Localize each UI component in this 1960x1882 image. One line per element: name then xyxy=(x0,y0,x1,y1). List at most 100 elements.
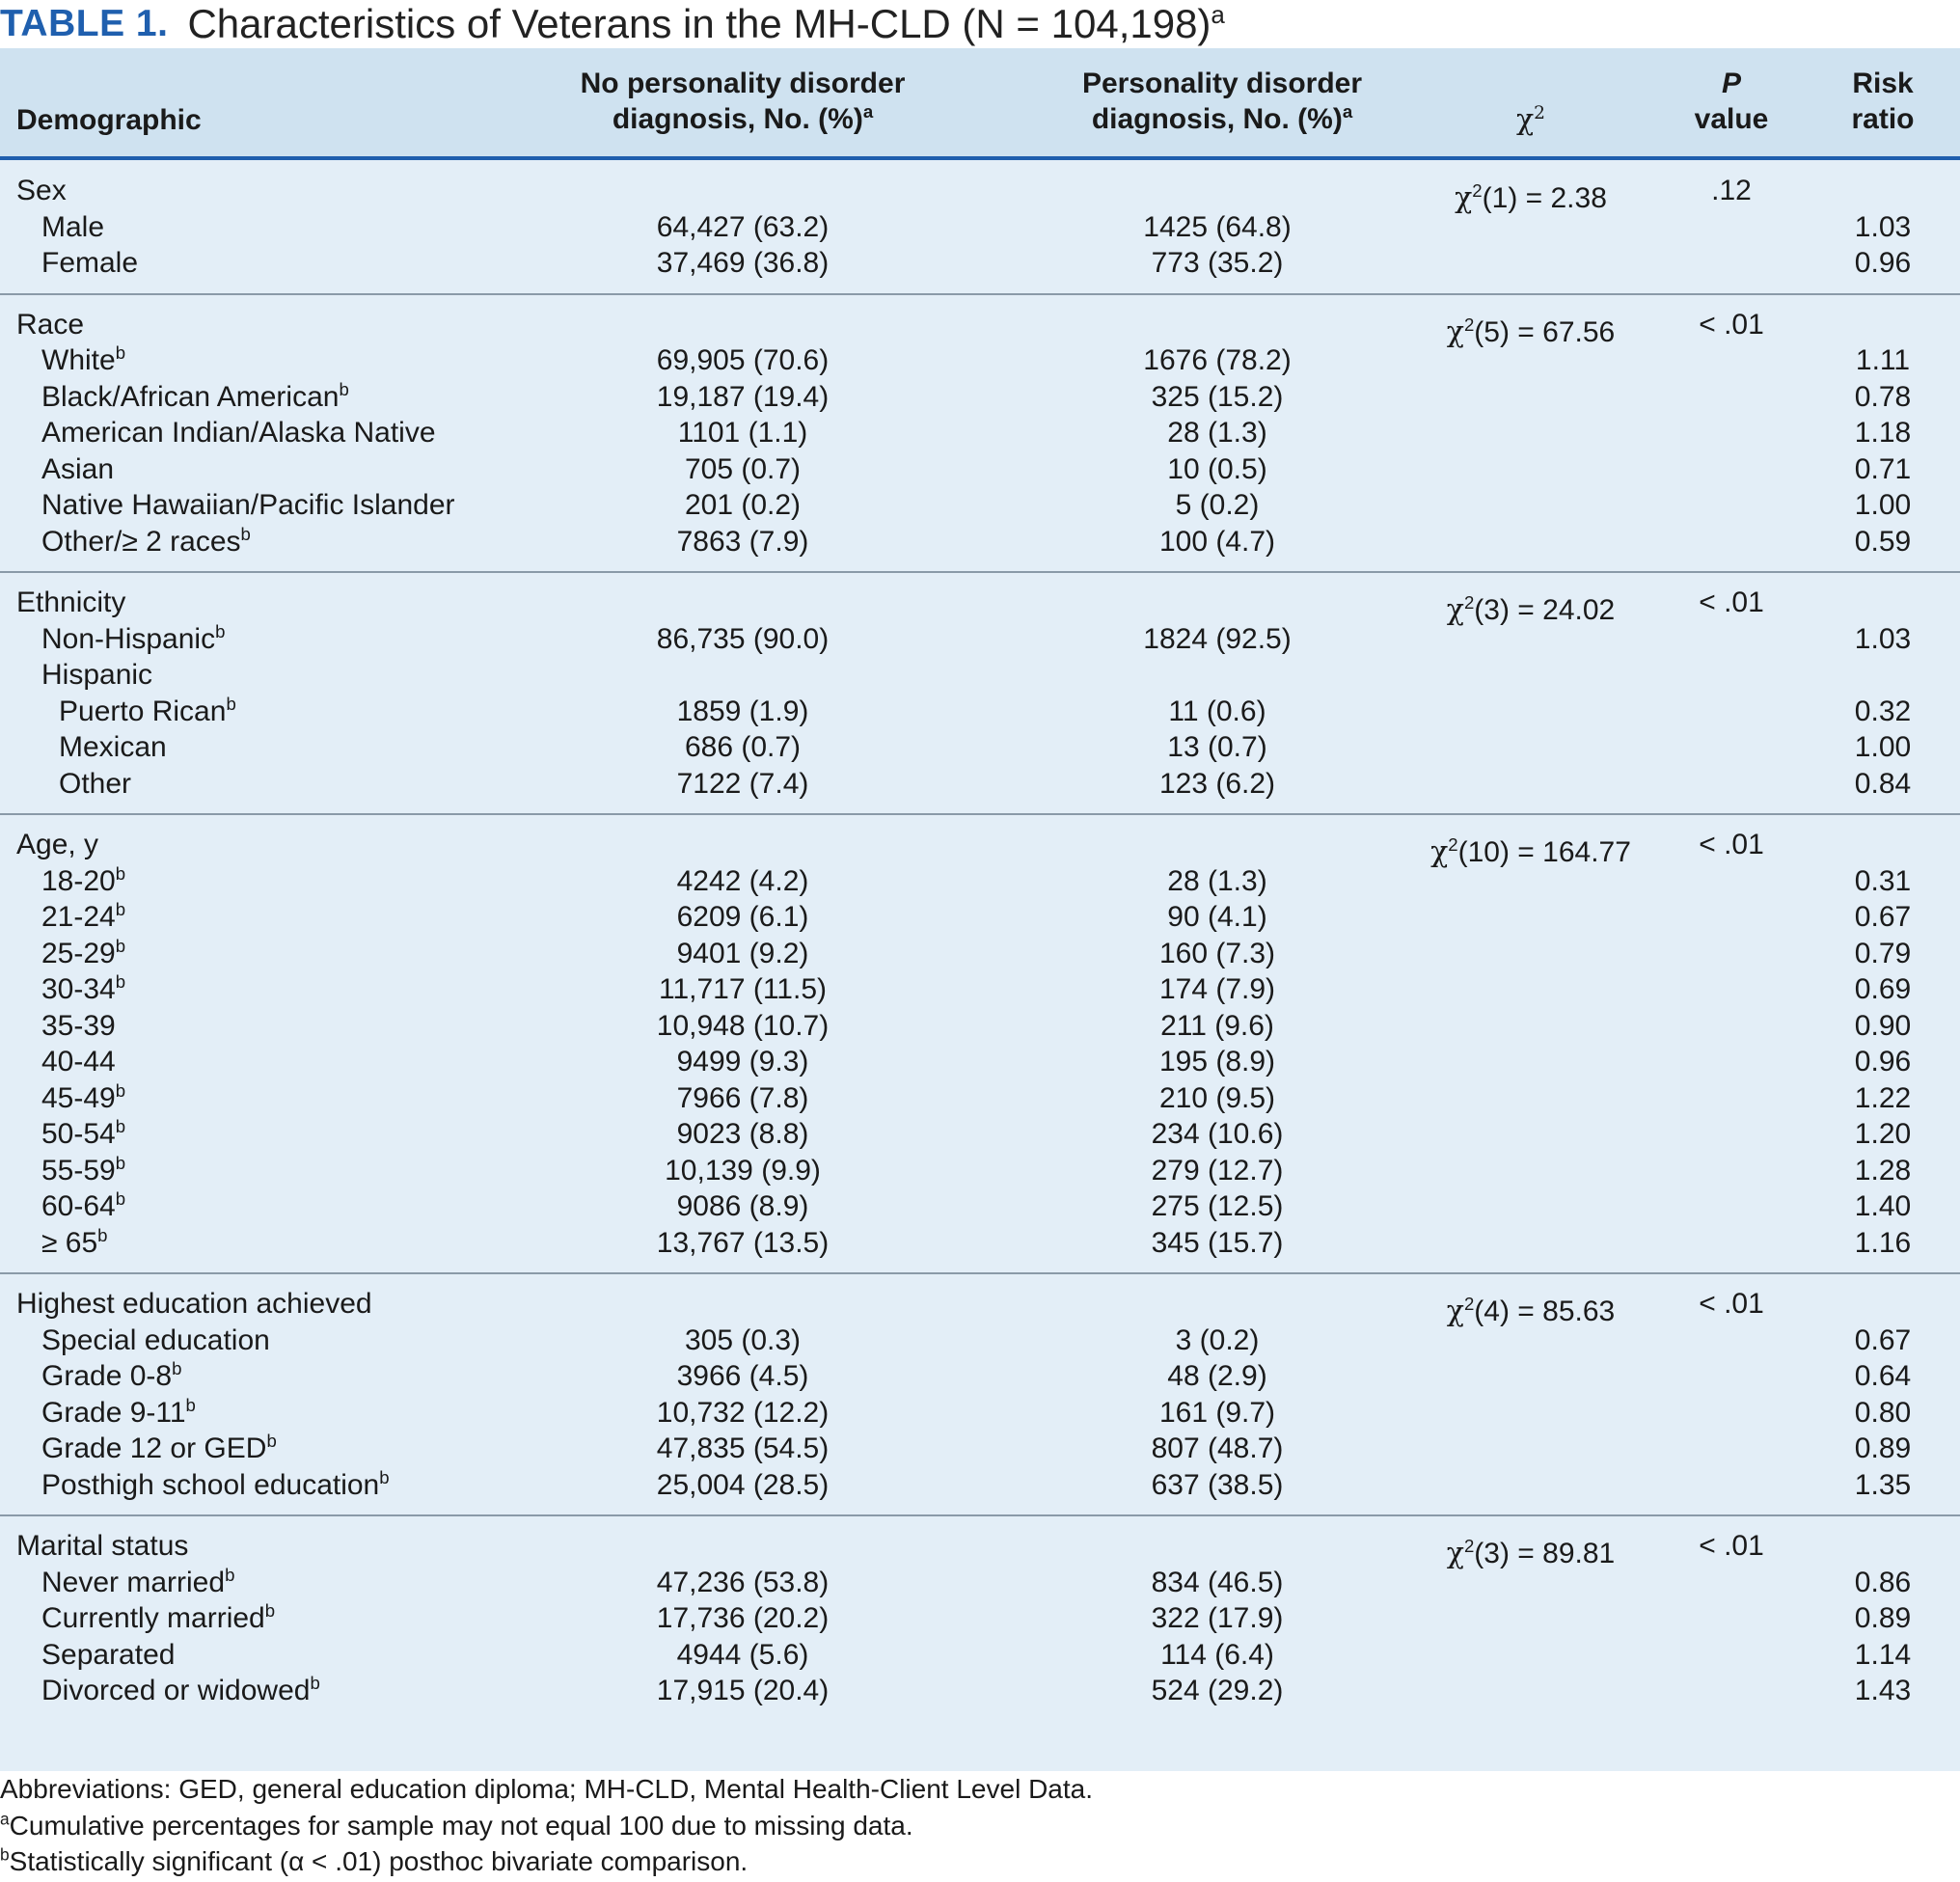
row-footnote-marker: b xyxy=(115,935,126,956)
row-footnote-marker: b xyxy=(339,378,349,399)
row-label-text: Grade 9-11 xyxy=(41,1396,186,1429)
section-title: Marital status xyxy=(16,1530,189,1562)
pd-value: 211 (9.6) xyxy=(1160,1009,1274,1042)
row-label-text: Non-Hispanic xyxy=(41,622,216,655)
pd-value: 279 (12.7) xyxy=(1151,1154,1284,1186)
footnote-b-text: Statistically significant (α < .01) post… xyxy=(9,1846,749,1876)
characteristics-table: Demographic No personality disorder diag… xyxy=(0,48,1960,1771)
header-pd-line2: diagnosis, No. (%)a xyxy=(1048,101,1396,137)
p-value: < .01 xyxy=(1699,308,1764,341)
no-pd-value: 9023 (8.8) xyxy=(676,1118,809,1150)
pd-value: 195 (8.9) xyxy=(1158,1046,1276,1077)
risk-ratio-value: 0.90 xyxy=(1854,1009,1912,1042)
row-label: 45-49b xyxy=(41,1080,125,1117)
section-title: Highest education achieved xyxy=(16,1288,372,1320)
pd-value: 161 (9.7) xyxy=(1158,1396,1276,1429)
row-label: 50-54b xyxy=(41,1116,125,1153)
table-title: TABLE 1. Characteristics of Veterans in … xyxy=(0,0,1960,48)
chi-square-value: χ2(5) = 67.56 xyxy=(1386,314,1675,351)
chi-sup: 2 xyxy=(1472,180,1483,201)
risk-ratio-value: 0.78 xyxy=(1854,380,1912,413)
row-footnote-marker: b xyxy=(215,620,226,641)
table-footnotes: Abbreviations: GED, general education di… xyxy=(0,1771,1960,1880)
row-label-text: 50-54 xyxy=(41,1118,116,1150)
row-label-text: Special education xyxy=(41,1323,270,1356)
header-no-pd-line2-text: diagnosis, No. (%) xyxy=(612,103,863,135)
no-pd-value: 17,915 (20.4) xyxy=(656,1675,830,1706)
risk-ratio-value: 1.43 xyxy=(1854,1675,1912,1706)
risk-ratio-value: 0.86 xyxy=(1854,1566,1912,1598)
pd-value: 5 (0.2) xyxy=(1175,489,1260,521)
chi-square-value: χ2(4) = 85.63 xyxy=(1386,1294,1675,1330)
chi-square-value: χ2(10) = 164.77 xyxy=(1386,834,1675,871)
no-pd-value: 201 (0.2) xyxy=(684,489,802,521)
row-label: ≥ 65b xyxy=(41,1225,108,1262)
row-label: Grade 12 or GEDb xyxy=(41,1431,277,1467)
chi-square-value: χ2(1) = 2.38 xyxy=(1386,180,1675,217)
row-label: Asian xyxy=(41,451,114,488)
row-label-text: Other/≥ 2 races xyxy=(41,525,241,558)
pd-value: 210 (9.5) xyxy=(1158,1081,1276,1114)
row-label-text: Grade 0-8 xyxy=(41,1360,173,1392)
header-pd: Personality disorder diagnosis, No. (%)a xyxy=(1048,66,1396,137)
no-pd-value: 7122 (7.4) xyxy=(676,767,809,800)
risk-ratio-value: 0.67 xyxy=(1854,901,1912,933)
chi-symbol: χ xyxy=(1446,1295,1464,1328)
header-no-pd-footnote: a xyxy=(862,101,874,122)
pd-value: 1425 (64.8) xyxy=(1143,210,1292,243)
footnote-a-text: Cumulative percentages for sample may no… xyxy=(9,1810,913,1841)
row-label-text: Hispanic xyxy=(41,659,153,691)
risk-ratio-value: 1.20 xyxy=(1854,1118,1912,1150)
row-footnote-marker: b xyxy=(185,1394,196,1415)
pd-value: 3 (0.2) xyxy=(1175,1323,1260,1356)
risk-ratio-value: 0.67 xyxy=(1854,1323,1912,1356)
row-footnote-marker: b xyxy=(310,1673,320,1693)
pd-value: 345 (15.7) xyxy=(1151,1226,1284,1259)
row-footnote-marker: b xyxy=(264,1600,276,1621)
row-label-text: 18-20 xyxy=(41,864,116,897)
table-caption: Characteristics of Veterans in the MH-CL… xyxy=(187,1,1224,47)
row-label: 25-29b xyxy=(41,936,125,972)
p-value: .12 xyxy=(1711,175,1752,206)
chi-symbol: χ xyxy=(1446,314,1464,349)
section-title: Sex xyxy=(16,175,67,206)
row-label-text: Currently married xyxy=(41,1602,265,1634)
section-divider xyxy=(0,292,1960,295)
row-label-text: Other xyxy=(59,767,132,800)
pd-value: 28 (1.3) xyxy=(1167,417,1267,449)
row-label-text: Native Hawaiian/Pacific Islander xyxy=(41,489,455,521)
header-pd-line2-text: diagnosis, No. (%) xyxy=(1091,103,1343,135)
row-label-text: American Indian/Alaska Native xyxy=(41,417,436,449)
risk-ratio-value: 0.59 xyxy=(1854,525,1912,558)
row-label-text: Mexican xyxy=(59,731,167,763)
no-pd-value: 86,735 (90.0) xyxy=(656,622,830,655)
risk-ratio-value: 0.32 xyxy=(1854,695,1912,727)
table-number: TABLE 1. xyxy=(0,3,169,44)
row-label: Grade 0-8b xyxy=(41,1358,181,1395)
no-pd-value: 1101 (1.1) xyxy=(677,417,808,449)
section-divider xyxy=(0,1272,1960,1274)
section-title: Age, y xyxy=(16,829,99,860)
row-label: Whiteb xyxy=(41,342,125,379)
row-label: Grade 9-11b xyxy=(41,1395,196,1432)
p-value: < .01 xyxy=(1699,1530,1764,1562)
pd-value: 234 (10.6) xyxy=(1151,1118,1284,1150)
p-value: < .01 xyxy=(1699,586,1764,618)
header-no-pd-line2: diagnosis, No. (%)a xyxy=(569,101,916,137)
row-label-text: 25-29 xyxy=(41,937,116,969)
no-pd-value: 17,736 (20.2) xyxy=(656,1602,830,1634)
no-pd-value: 7863 (7.9) xyxy=(676,525,809,558)
table-header: Demographic No personality disorder diag… xyxy=(0,48,1960,160)
pd-value: 1824 (92.5) xyxy=(1143,622,1292,655)
row-label-text: Asian xyxy=(41,452,115,485)
no-pd-value: 10,948 (10.7) xyxy=(656,1009,830,1042)
no-pd-value: 305 (0.3) xyxy=(684,1323,802,1356)
risk-ratio-value: 0.31 xyxy=(1854,864,1912,897)
row-label: Hispanic xyxy=(41,657,152,694)
p-value: < .01 xyxy=(1699,829,1764,860)
row-label-text: 45-49 xyxy=(41,1081,116,1114)
row-label: 40-44 xyxy=(41,1044,116,1080)
pd-value: 28 (1.3) xyxy=(1167,864,1267,897)
chi-stat: (1) = 2.38 xyxy=(1482,182,1607,214)
row-footnote-marker: b xyxy=(115,1152,126,1173)
